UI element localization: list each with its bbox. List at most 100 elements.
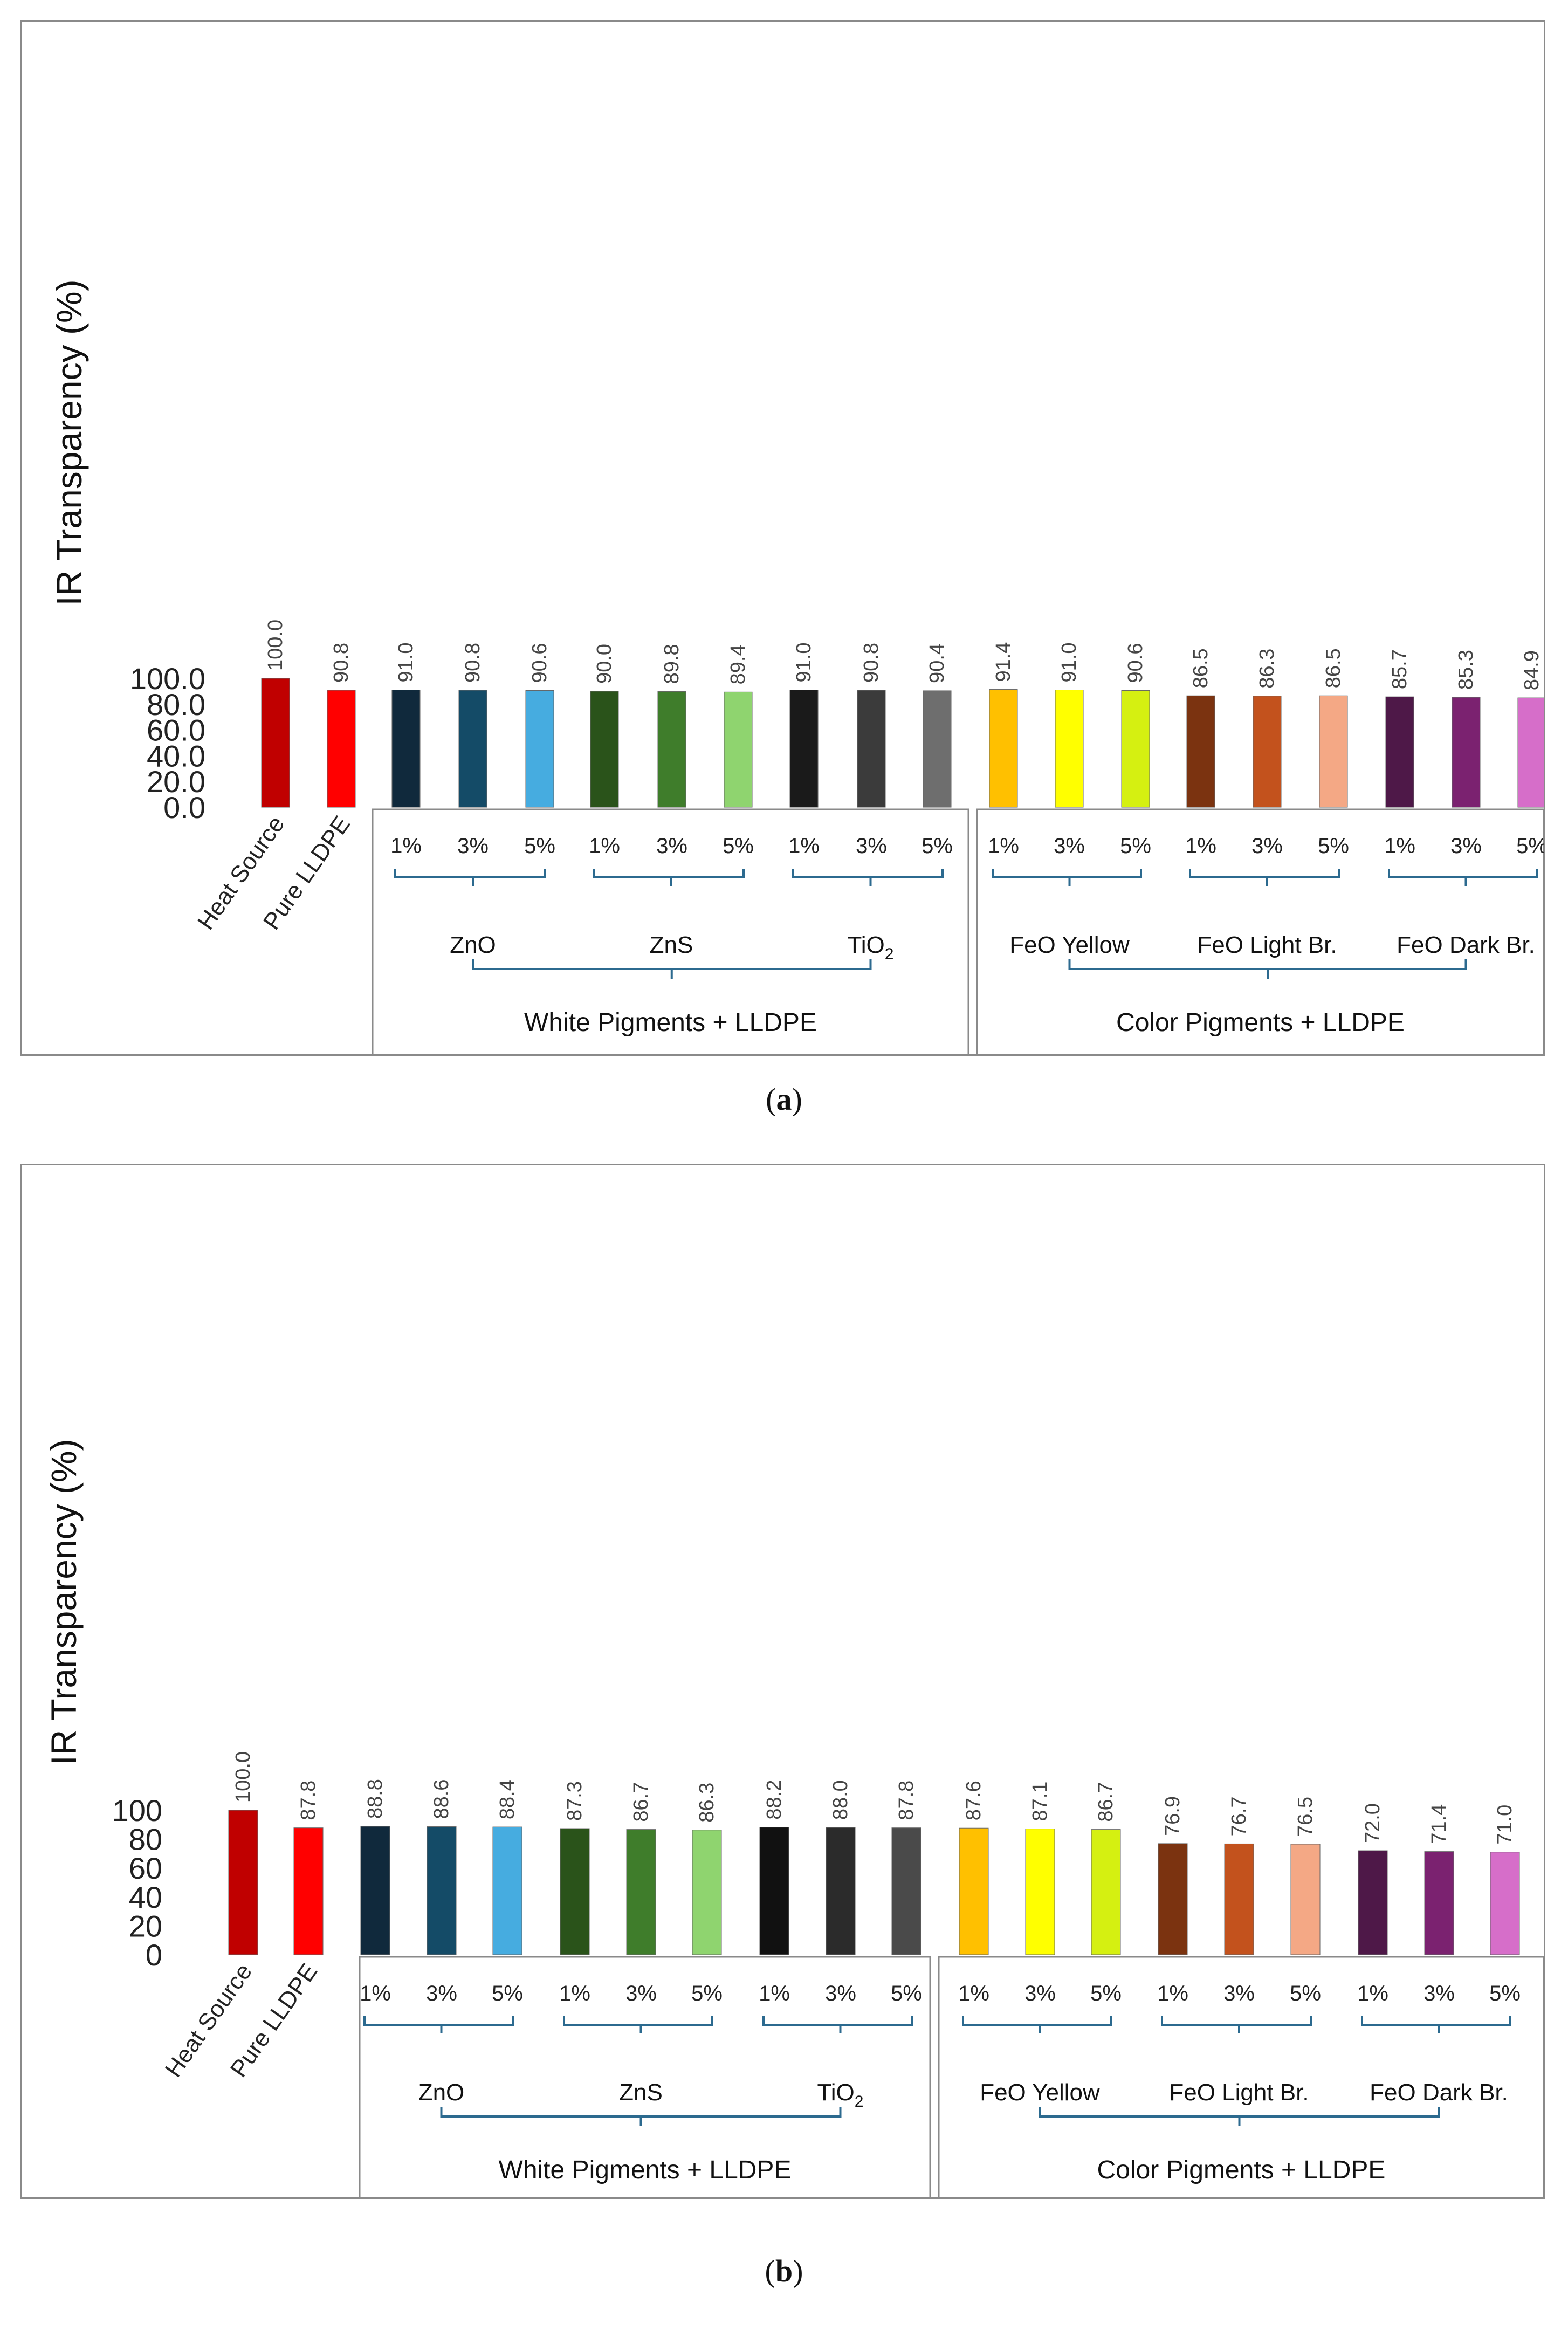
color-pigments-box (976, 808, 1544, 1054)
caption-a: (a) (766, 1082, 802, 1117)
value-label: 76.5 (1294, 1797, 1317, 1837)
bar (692, 1830, 722, 1955)
value-label: 89.8 (661, 644, 683, 684)
supergroup-bracket (472, 959, 872, 979)
percent-label: 3% (1423, 1982, 1455, 2005)
y-tick-label: 0.0 (163, 791, 205, 824)
value-label: 88.8 (364, 1779, 387, 1819)
percent-label: 1% (390, 834, 422, 858)
bar (261, 678, 290, 808)
value-label: 100.0 (264, 620, 287, 671)
bar (1319, 695, 1348, 808)
percent-label: 3% (426, 1982, 457, 2005)
value-label: 86.5 (1189, 648, 1212, 688)
group-bracket (962, 2016, 1112, 2033)
percent-label: 1% (759, 1982, 790, 2005)
percent-label: 5% (1290, 1982, 1321, 2005)
percent-label: 1% (1357, 1982, 1388, 2005)
group-bracket (1388, 869, 1538, 886)
value-label: 88.6 (430, 1779, 453, 1819)
bar (391, 690, 421, 808)
group-bracket (762, 2016, 913, 2033)
white-pigments-box (359, 1956, 931, 2197)
bar (492, 1826, 522, 1955)
value-label: 85.3 (1455, 650, 1477, 690)
bar (1424, 1851, 1454, 1955)
bar (1121, 690, 1150, 808)
y-tick-label: 40.0 (147, 739, 205, 773)
percent-label: 5% (921, 834, 953, 858)
percent-label: 5% (1318, 834, 1349, 858)
y-tick-label: 20 (129, 1909, 162, 1943)
supergroup-label: Color Pigments + LLDPE (1116, 1008, 1405, 1037)
percent-label: 5% (691, 1982, 723, 2005)
bar (1452, 697, 1481, 808)
value-label: 89.4 (727, 644, 749, 684)
bar (458, 690, 487, 808)
color-pigments-box (938, 1956, 1544, 2197)
bar (959, 1827, 989, 1955)
supergroup-label: White Pigments + LLDPE (524, 1008, 817, 1037)
bar (360, 1826, 390, 1955)
value-label: 91.0 (793, 643, 815, 683)
bar (1091, 1829, 1121, 1955)
percent-label: 3% (1450, 834, 1482, 858)
group-bracket (1189, 869, 1340, 886)
bar (1290, 1844, 1321, 1955)
value-label: 91.4 (992, 642, 1015, 682)
group-bracket (992, 869, 1142, 886)
bar (228, 1810, 258, 1955)
bar (1186, 695, 1215, 808)
percent-label: 3% (1024, 1982, 1056, 2005)
bar (626, 1829, 656, 1955)
y-tick-label: 60 (129, 1851, 162, 1885)
supergroup-bracket (1039, 2107, 1440, 2126)
percent-label: 5% (1489, 1982, 1521, 2005)
bar (1490, 1852, 1520, 1955)
value-label: 86.3 (1256, 649, 1278, 689)
group-bracket (1361, 2016, 1511, 2033)
group-bracket (363, 2016, 514, 2033)
bar (923, 690, 952, 808)
value-label: 90.6 (528, 643, 551, 683)
bar (724, 691, 753, 808)
percent-label: 5% (1120, 834, 1151, 858)
value-label: 90.0 (593, 644, 616, 684)
value-label: 76.7 (1228, 1796, 1250, 1836)
bar (1158, 1843, 1188, 1955)
value-label: 90.4 (926, 643, 948, 683)
chart-panel-a: 0.0 20.0 40.0 60.0 80.0 100.0 IR Transparency … (20, 20, 1545, 1056)
bar (560, 1828, 590, 1955)
y-tick-label: 40 (129, 1880, 162, 1914)
value-label: 87.1 (1029, 1782, 1051, 1822)
percent-label: 5% (1516, 834, 1544, 858)
group-label: ZnS (619, 2079, 663, 2106)
percent-label: 3% (1251, 834, 1283, 858)
group-label: TiO2 (848, 932, 894, 963)
value-label: 90.6 (1124, 643, 1147, 683)
group-bracket (394, 869, 546, 886)
bar (590, 691, 619, 808)
percent-label: 1% (958, 1982, 989, 2005)
percent-label: 1% (1185, 834, 1216, 858)
chart-panel-b: 0 20 40 60 80 100 IR Transparency (%) 100.0 87.8… (20, 1164, 1545, 2199)
bar (789, 690, 819, 808)
percent-label: 1% (988, 834, 1019, 858)
y-tick-label: 80 (129, 1823, 162, 1857)
percent-label: 3% (1054, 834, 1085, 858)
percent-label: 1% (1384, 834, 1415, 858)
value-label: 87.8 (895, 1781, 918, 1820)
value-label: 71.0 (1494, 1805, 1516, 1845)
group-bracket (563, 2016, 713, 2033)
percent-label: 1% (559, 1982, 590, 2005)
percent-label: 5% (524, 834, 555, 858)
caption-b: (b) (765, 2253, 803, 2288)
percent-label: 5% (1090, 1982, 1122, 2005)
bar (826, 1827, 856, 1955)
percent-label: 3% (1223, 1982, 1255, 2005)
percent-label: 3% (825, 1982, 856, 2005)
value-label: 90.8 (330, 643, 353, 683)
bar (327, 690, 356, 808)
y-axis-title: IR Transparency (%) (44, 1439, 84, 1765)
